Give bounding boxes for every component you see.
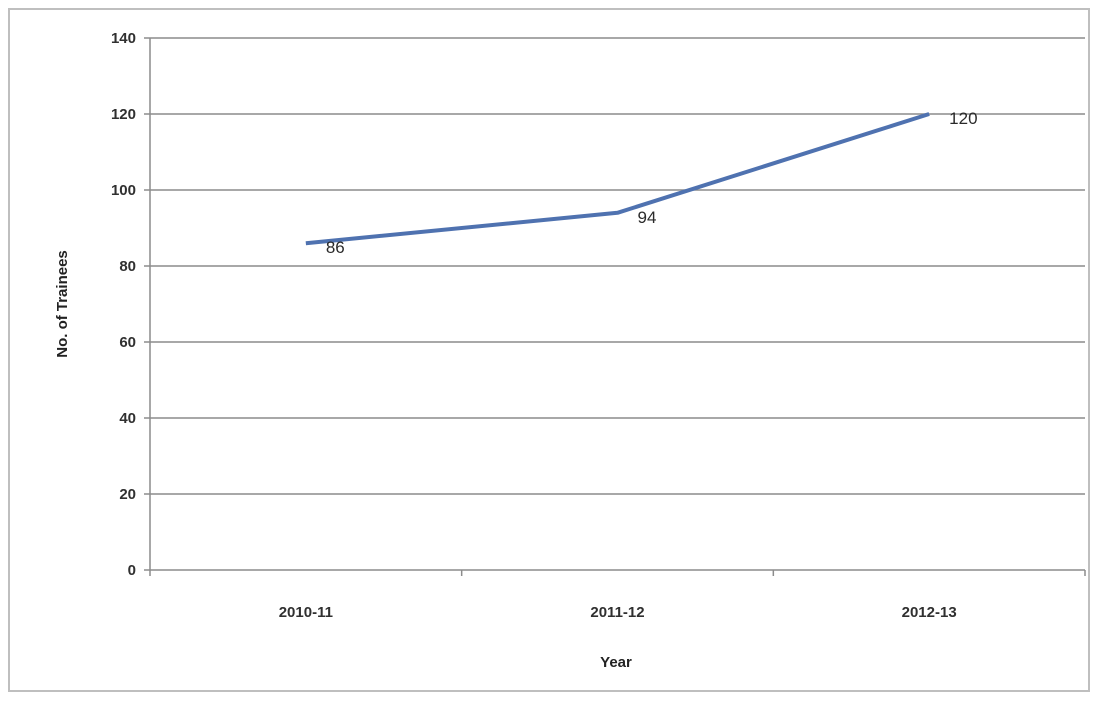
y-tick-label: 20 <box>119 486 136 503</box>
series-group <box>305 112 930 246</box>
y-axis-title: No. of Trainees <box>54 250 71 358</box>
data-label: 120 <box>949 109 977 128</box>
y-tick-label: 60 <box>119 334 136 351</box>
x-tick-label: 2012-13 <box>902 604 957 621</box>
y-tick-label: 0 <box>128 562 136 579</box>
data-label: 86 <box>326 238 345 257</box>
data-label: 94 <box>638 208 657 227</box>
y-tick-label: 80 <box>119 258 136 275</box>
y-tick-label: 40 <box>119 410 136 427</box>
gridlines <box>144 37 1085 571</box>
x-tick-label: 2010-11 <box>279 604 333 621</box>
y-tick-labels: 0 20 40 60 80 100 120 140 <box>111 30 136 579</box>
x-tick-labels: 2010-11 2011-12 2012-13 <box>279 604 957 621</box>
y-tick-label: 120 <box>111 106 136 123</box>
x-axis-title: Year <box>600 654 632 671</box>
y-tick-label: 100 <box>111 182 136 199</box>
x-tick-label: 2011-12 <box>590 604 644 621</box>
axes <box>149 38 1086 576</box>
series-line <box>305 112 930 246</box>
data-labels: 86 94 120 <box>326 109 978 257</box>
y-tick-label: 140 <box>111 30 136 47</box>
